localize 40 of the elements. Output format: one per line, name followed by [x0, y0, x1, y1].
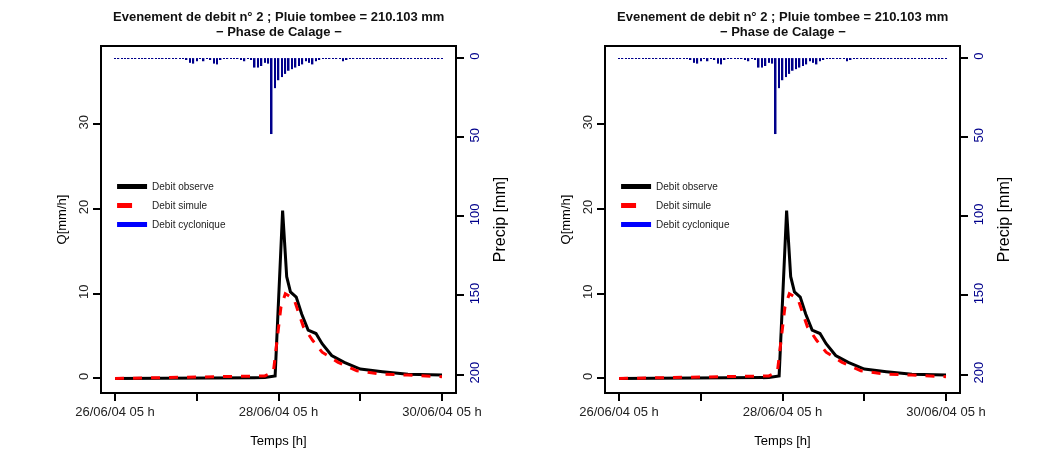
y2-tick-label: 150 — [467, 282, 483, 305]
legend-label: Debit simule — [152, 200, 208, 212]
y2-tick-label: 0 — [467, 52, 483, 60]
y-tick-label: 30 — [76, 114, 92, 130]
chart-subtitle: − Phase de Calage − — [216, 24, 343, 39]
y-tick-label: 0 — [76, 372, 92, 381]
x-axis-title: Temps [h] — [754, 433, 811, 449]
x-tick-label: 30/06/04 05 h — [906, 404, 986, 420]
y2-tick-label: 50 — [467, 128, 483, 143]
y-tick-label: 10 — [580, 284, 596, 299]
x-tick-label: 30/06/04 05 h — [402, 404, 482, 420]
legend-label: Debit observe — [152, 181, 215, 193]
legend-label: Debit simule — [656, 200, 712, 212]
y2-tick-label: 100 — [467, 203, 483, 226]
y-tick-label: 20 — [580, 199, 596, 215]
y-tick-label: 30 — [580, 114, 596, 130]
y-tick-label: 20 — [76, 199, 92, 215]
x-axis-title: Temps [h] — [250, 433, 307, 449]
y-axis-title: Q[mm/h] — [558, 194, 574, 245]
chart-title: Evenement de debit n° 2 ; Pluie tombee = 210.103 mm — [617, 9, 949, 24]
y2-tick-label: 200 — [467, 361, 483, 384]
chart-title: Evenement de debit n° 2 ; Pluie tombee = 210.103 mm — [113, 9, 445, 24]
x-tick-label: 28/06/04 05 h — [238, 404, 319, 420]
y2-tick-label: 150 — [971, 282, 987, 305]
y-tick-label: 0 — [580, 372, 596, 381]
y2-tick-label: 50 — [971, 128, 987, 143]
chart-subtitle: − Phase de Calage − — [720, 24, 847, 39]
y2-tick-label: 0 — [971, 52, 987, 60]
x-tick-label: 28/06/04 05 h — [742, 404, 823, 420]
legend-label: Debit cyclonique — [152, 219, 226, 231]
y-axis-title: Q[mm/h] — [54, 194, 70, 245]
y2-tick-label: 100 — [971, 203, 987, 226]
legend-label: Debit cyclonique — [656, 219, 730, 231]
y2-tick-label: 200 — [971, 361, 987, 384]
x-tick-label: 26/06/04 05 h — [579, 404, 659, 420]
legend-label: Debit observe — [656, 181, 719, 193]
x-tick-label: 26/06/04 05 h — [75, 404, 155, 420]
y2-axis-title: Precip [mm] — [994, 176, 1012, 263]
y2-axis-title: Precip [mm] — [490, 176, 508, 263]
y-tick-label: 10 — [76, 284, 92, 299]
